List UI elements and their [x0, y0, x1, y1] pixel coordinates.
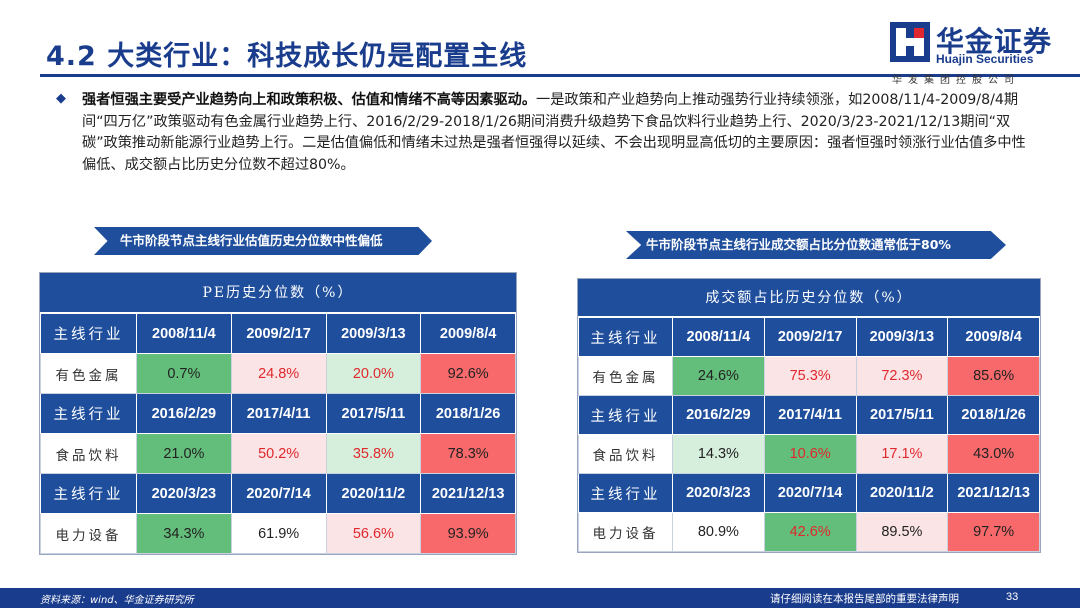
date-cell: 2009/2/17 — [230, 313, 327, 354]
logo-subtitle: 华发集团控股公司 — [892, 75, 1020, 86]
huajin-logo-icon — [890, 22, 930, 62]
date-cell: 2018/1/26 — [947, 395, 1040, 435]
percentile-value-cell: 61.9% — [230, 513, 327, 554]
row-label-main-industry: 主线行业 — [40, 313, 137, 354]
percentile-value-cell: 75.3% — [763, 356, 857, 396]
pe-table-caption: PE历史分位数（%） — [40, 273, 516, 313]
pe-percentile-table: PE历史分位数（%） 主线行业 2008/11/4 2009/2/17 2009/3/… — [39, 272, 517, 555]
percentile-value-cell: 80.9% — [672, 512, 765, 552]
percentile-value-cell: 20.0% — [325, 353, 422, 394]
percentile-value-cell: 0.7% — [136, 353, 232, 394]
industry-label: 食品饮料 — [40, 433, 137, 474]
row-label-main-industry: 主线行业 — [40, 473, 137, 514]
percentile-value-cell: 24.6% — [672, 356, 765, 396]
date-header-row: 主线行业 2016/2/29 2017/4/11 2017/5/11 2018/1/26 — [40, 393, 516, 434]
summary-text: 一是政策和产业趋势向上推动强势行业持续领涨，如2008/11/4-2009/8/… — [82, 92, 1026, 173]
date-cell: 2008/11/4 — [672, 317, 765, 357]
banner-pe: 牛市阶段节点主线行业估值历史分位数中性偏低 — [94, 227, 432, 255]
page-number: 33 — [1006, 591, 1019, 603]
industry-label: 有色金属 — [40, 353, 137, 394]
footer-bar — [0, 588, 1080, 608]
turnover-table-caption: 成交额占比历史分位数（%） — [578, 279, 1040, 317]
date-cell: 2009/8/4 — [420, 313, 516, 354]
value-row: 食品饮料 14.3% 10.6% 17.1% 43.0% — [578, 434, 1040, 474]
date-header-row: 主线行业 2020/3/23 2020/7/14 2020/11/2 2021/12/1… — [578, 473, 1040, 513]
date-cell: 2017/4/11 — [763, 395, 857, 435]
percentile-value-cell: 34.3% — [136, 513, 232, 554]
date-cell: 2017/4/11 — [230, 393, 327, 434]
percentile-value-cell: 17.1% — [855, 434, 949, 474]
percentile-value-cell: 78.3% — [420, 433, 516, 474]
percentile-value-cell: 93.9% — [420, 513, 516, 554]
date-cell: 2009/3/13 — [855, 317, 949, 357]
percentile-value-cell: 72.3% — [855, 356, 949, 396]
date-cell: 2016/2/29 — [672, 395, 765, 435]
value-row: 有色金属 24.6% 75.3% 72.3% 85.6% — [578, 356, 1040, 396]
percentile-value-cell: 10.6% — [763, 434, 857, 474]
percentile-value-cell: 43.0% — [947, 434, 1040, 474]
date-cell: 2009/3/13 — [325, 313, 422, 354]
date-cell: 2017/5/11 — [325, 393, 422, 434]
summary-paragraph: 强者恒强主要受产业趋势向上和政策积极、估值和情绪不高等因素驱动。一是政策和产业趋… — [82, 90, 1032, 176]
value-row: 电力设备 80.9% 42.6% 89.5% 97.7% — [578, 512, 1040, 552]
date-cell: 2020/11/2 — [855, 473, 949, 513]
percentile-value-cell: 50.2% — [230, 433, 327, 474]
date-header-row: 主线行业 2008/11/4 2009/2/17 2009/3/13 2009/8/4 — [40, 313, 516, 354]
percentile-value-cell: 35.8% — [325, 433, 422, 474]
date-header-row: 主线行业 2016/2/29 2017/4/11 2017/5/11 2018/1/26 — [578, 395, 1040, 435]
footer-source: 资料来源：wind、华金证券研究所 — [40, 595, 194, 606]
date-cell: 2020/3/23 — [672, 473, 765, 513]
percentile-value-cell: 42.6% — [763, 512, 857, 552]
value-row: 有色金属 0.7% 24.8% 20.0% 92.6% — [40, 353, 516, 394]
date-cell: 2016/2/29 — [136, 393, 232, 434]
date-header-row: 主线行业 2008/11/4 2009/2/17 2009/3/13 2009/8/4 — [578, 317, 1040, 357]
date-cell: 2008/11/4 — [136, 313, 232, 354]
percentile-value-cell: 56.6% — [325, 513, 422, 554]
date-cell: 2018/1/26 — [420, 393, 516, 434]
date-header-row: 主线行业 2020/3/23 2020/7/14 2020/11/2 2021/12/1… — [40, 473, 516, 514]
logo-english-name: Huajin Securities — [936, 52, 1034, 66]
date-cell: 2020/11/2 — [325, 473, 422, 514]
date-cell: 2020/7/14 — [230, 473, 327, 514]
percentile-value-cell: 89.5% — [855, 512, 949, 552]
date-cell: 2017/5/11 — [855, 395, 949, 435]
row-label-main-industry: 主线行业 — [578, 317, 673, 357]
footer-disclaimer: 请仔细阅读在本报告尾部的重要法律声明 — [770, 593, 959, 605]
percentile-value-cell: 21.0% — [136, 433, 232, 474]
row-label-main-industry: 主线行业 — [40, 393, 137, 434]
date-cell: 2020/3/23 — [136, 473, 232, 514]
company-logo: 华金证券 Huajin Securities 华发集团控股公司 — [890, 20, 1070, 90]
logo-chinese-name: 华金证券 — [936, 25, 1053, 58]
date-cell: 2021/12/13 — [947, 473, 1040, 513]
banner-turnover: 牛市阶段节点主线行业成交额占比分位数通常低于80% — [626, 231, 1006, 259]
industry-label: 食品饮料 — [578, 434, 673, 474]
date-cell: 2021/12/13 — [420, 473, 516, 514]
row-label-main-industry: 主线行业 — [578, 395, 673, 435]
value-row: 食品饮料 21.0% 50.2% 35.8% 78.3% — [40, 433, 516, 474]
date-cell: 2009/8/4 — [947, 317, 1040, 357]
turnover-percentile-table: 成交额占比历史分位数（%） 主线行业 2008/11/4 2009/2/17 2009… — [577, 278, 1041, 553]
industry-label: 电力设备 — [578, 512, 673, 552]
percentile-value-cell: 92.6% — [420, 353, 516, 394]
page-title: 4.2 大类行业：科技成长仍是配置主线 — [46, 41, 528, 72]
industry-label: 电力设备 — [40, 513, 137, 554]
row-label-main-industry: 主线行业 — [578, 473, 673, 513]
date-cell: 2020/7/14 — [763, 473, 857, 513]
summary-bold: 强者恒强主要受产业趋势向上和政策积极、估值和情绪不高等因素驱动。 — [82, 92, 537, 108]
percentile-value-cell: 97.7% — [947, 512, 1040, 552]
diamond-bullet-icon: ◆ — [56, 91, 66, 106]
percentile-value-cell: 14.3% — [672, 434, 765, 474]
date-cell: 2009/2/17 — [763, 317, 857, 357]
title-divider — [40, 74, 1080, 77]
industry-label: 有色金属 — [578, 356, 673, 396]
percentile-value-cell: 85.6% — [947, 356, 1040, 396]
percentile-value-cell: 24.8% — [230, 353, 327, 394]
value-row: 电力设备 34.3% 61.9% 56.6% 93.9% — [40, 513, 516, 554]
